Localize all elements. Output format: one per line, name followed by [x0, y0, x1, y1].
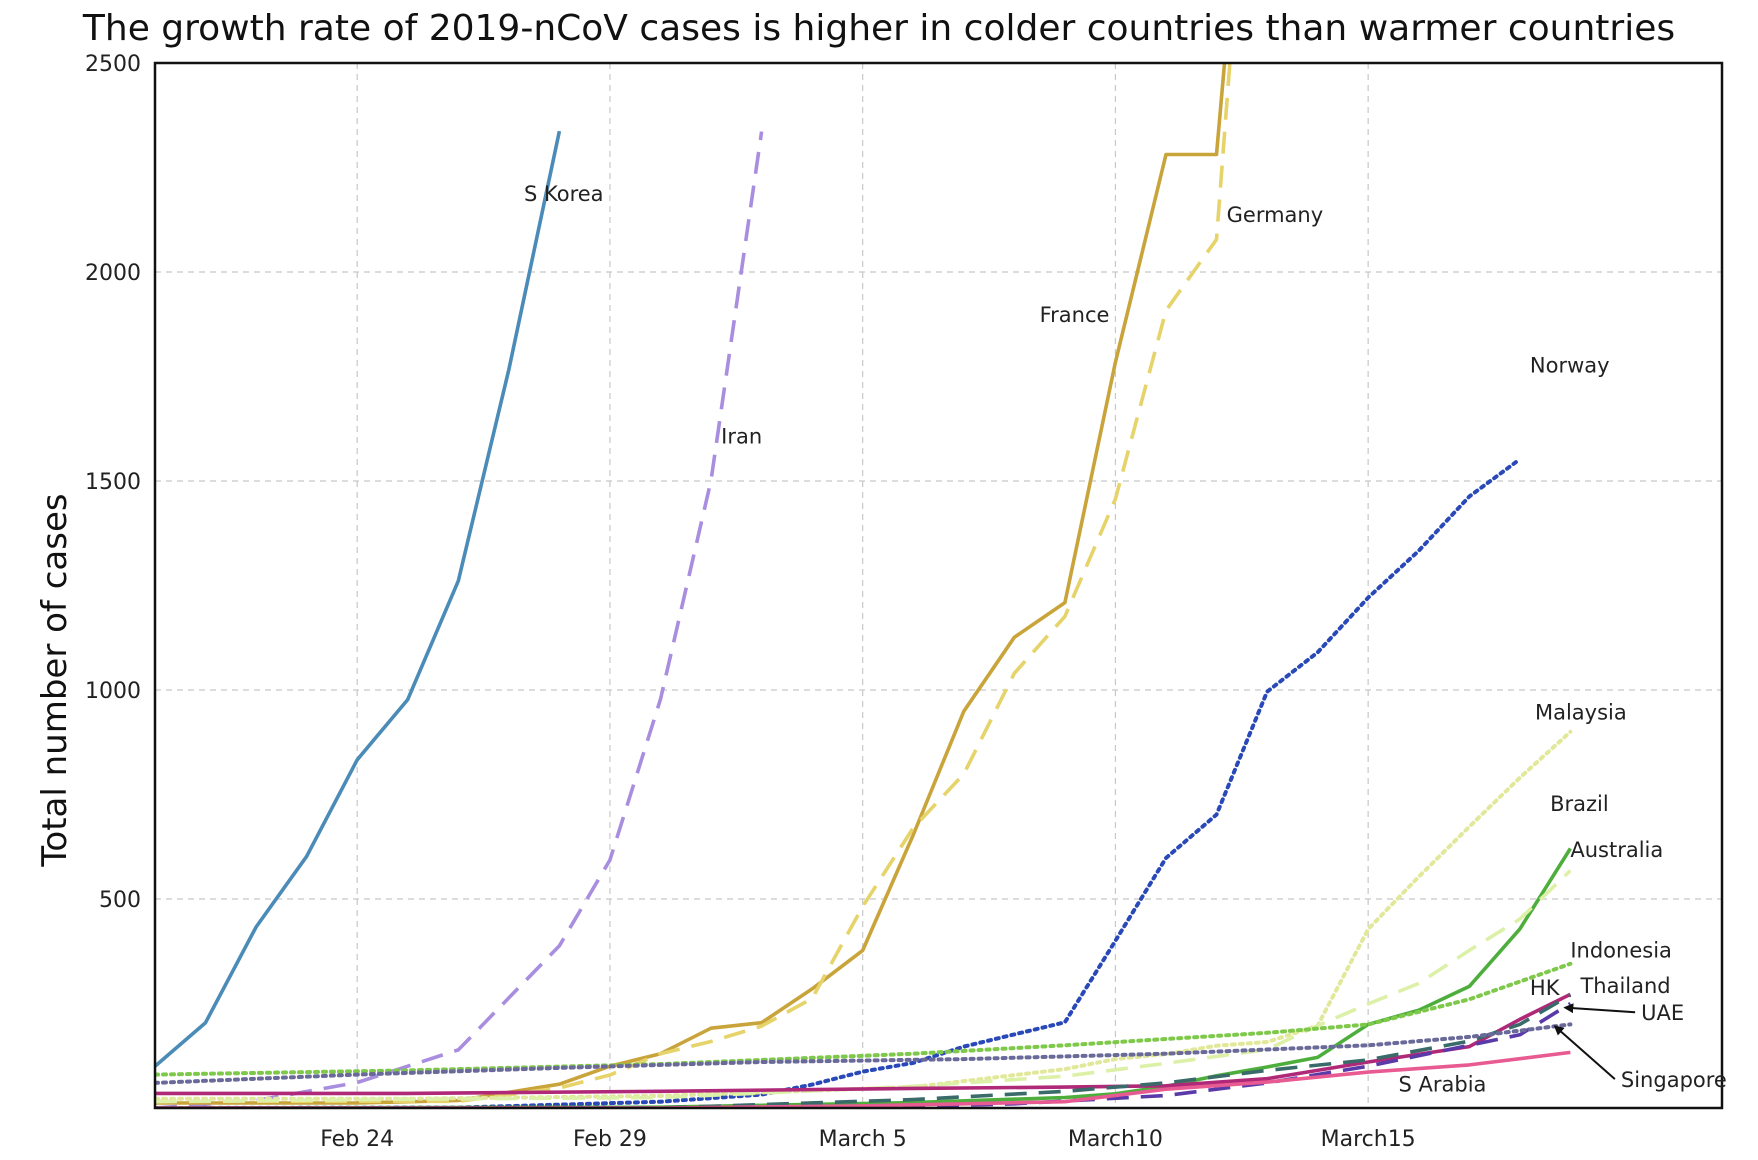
series-line-france — [155, 63, 1227, 1105]
x-tick-label: March15 — [1321, 1127, 1416, 1152]
y-tick-label: 500 — [99, 888, 141, 913]
series-line-malaysia — [155, 729, 1573, 1101]
series-label-hk: HK — [1530, 976, 1561, 1000]
series-label-s-arabia: S Arabia — [1398, 1072, 1486, 1096]
series-label-france: France — [1040, 303, 1110, 327]
series-line-norway — [155, 457, 1522, 1108]
series-label-malaysia: Malaysia — [1535, 700, 1627, 724]
series-line-singapore — [155, 1022, 1573, 1085]
series-label-singapore: Singapore — [1621, 1068, 1727, 1092]
series-label-australia: Australia — [1570, 838, 1663, 862]
grid-lines — [155, 62, 1722, 1108]
annotation-arrows — [1553, 1003, 1636, 1080]
series-line-germany — [155, 63, 1232, 1104]
x-tick-label: Feb 29 — [573, 1127, 647, 1152]
series-line-s-korea — [155, 130, 562, 1068]
series-label-norway: Norway — [1530, 353, 1610, 377]
x-tick-label: March10 — [1068, 1127, 1163, 1152]
series-label-iran: Iran — [721, 424, 762, 448]
series-line-uae — [155, 1001, 1572, 1108]
y-tick-label: 2500 — [85, 52, 141, 77]
plot-frame — [153, 61, 1724, 1110]
series-line-australia — [155, 869, 1572, 1104]
x-tick-label: Feb 24 — [320, 1127, 394, 1152]
annotation-arrow-singapore — [1553, 1025, 1616, 1080]
y-tick-label: 1000 — [85, 679, 141, 704]
series-lines — [155, 63, 1573, 1108]
series-label-s-korea: S Korea — [524, 182, 604, 206]
annotation-arrow-uae — [1563, 1003, 1636, 1014]
series-line-iran — [155, 131, 764, 1108]
series-labels: S Korea Iran France Germany Norway Malaysia Br… — [524, 182, 1727, 1096]
series-label-thailand: Thailand — [1579, 974, 1670, 998]
series-line-brazil — [155, 847, 1572, 1108]
y-tick-label: 1500 — [85, 470, 141, 495]
chart-title: The growth rate of 2019-nCoV cases is hi… — [82, 8, 1676, 49]
series-label-indonesia: Indonesia — [1570, 939, 1672, 963]
x-tick-label: March 5 — [819, 1127, 907, 1152]
series-label-germany: Germany — [1227, 203, 1324, 227]
series-label-brazil: Brazil — [1550, 792, 1609, 816]
y-tick-label: 2000 — [85, 261, 141, 286]
series-line-thailand — [155, 992, 1572, 1096]
series-label-uae: UAE — [1641, 1001, 1684, 1025]
axis-ticks: 500 1000 1500 2000 2500 Feb 24 Feb 29 March 5 Ma… — [85, 52, 1416, 1152]
